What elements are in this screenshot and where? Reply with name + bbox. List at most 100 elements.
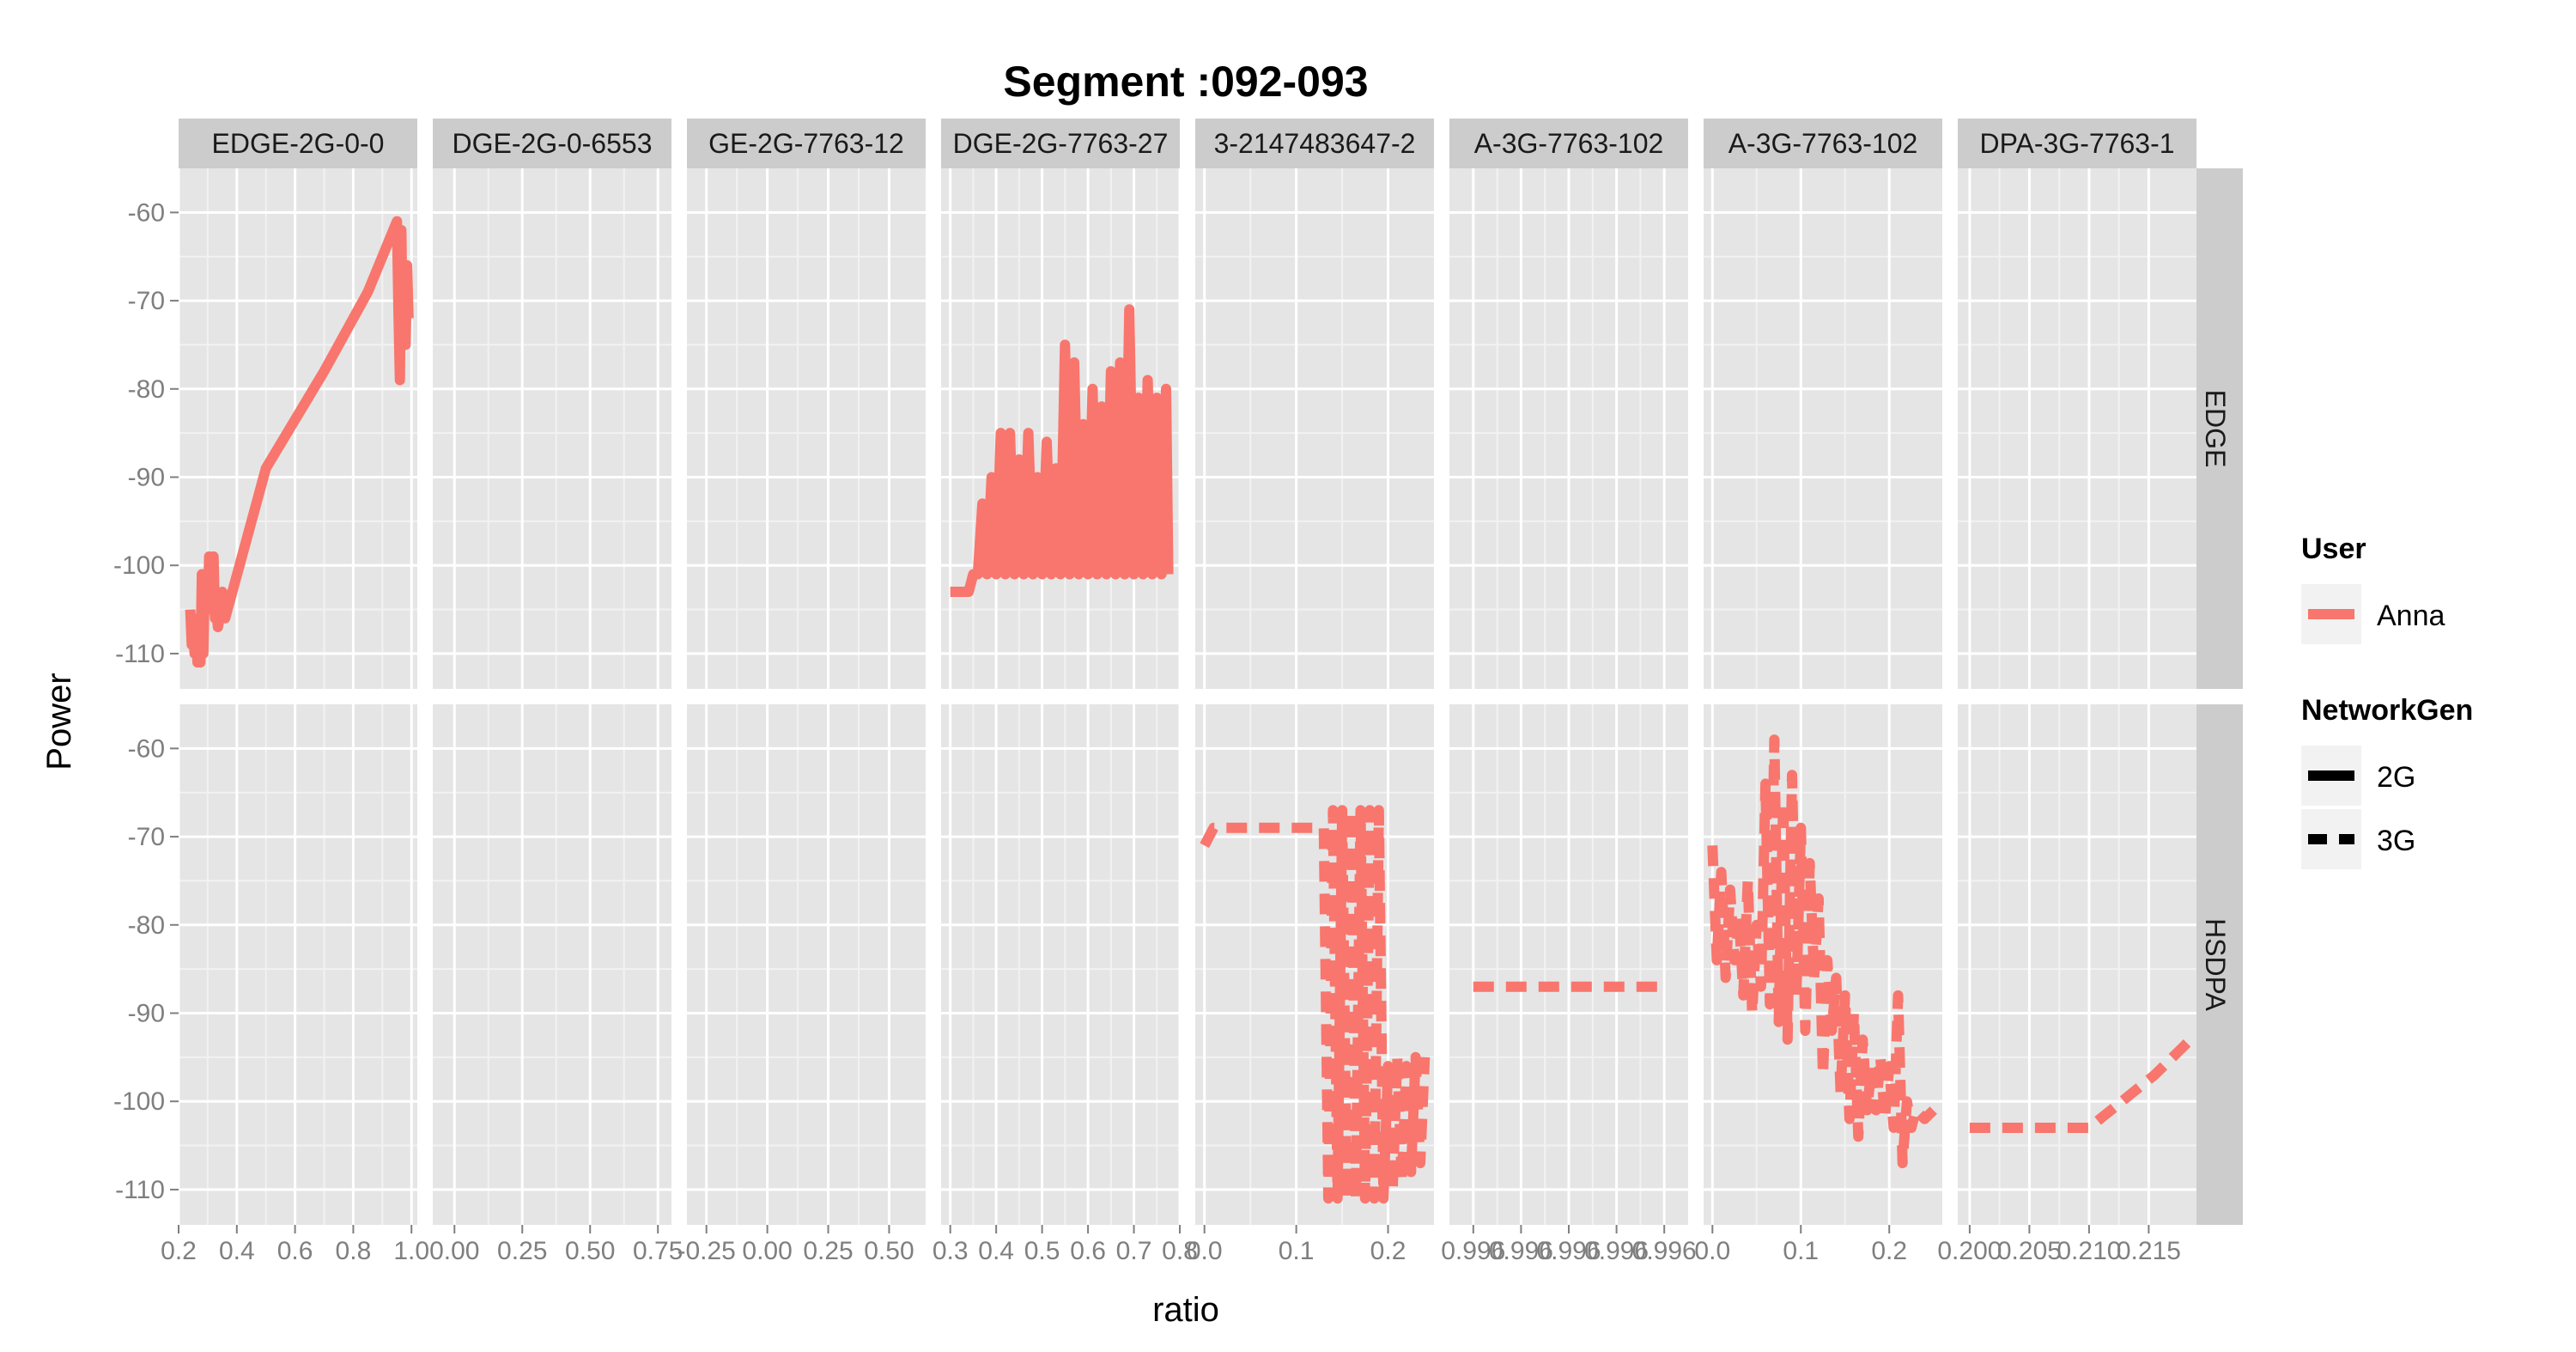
- panel: [1195, 168, 1434, 689]
- x-tick-label: 0.996: [1441, 1237, 1505, 1265]
- y-tick-label: -80: [128, 375, 165, 404]
- row-strip-bg: [2188, 704, 2243, 1225]
- panel: [1958, 704, 2196, 1225]
- panel-bg: [687, 704, 926, 1225]
- col-strip-label: DGE-2G-0-6553: [453, 128, 653, 159]
- x-tick-label: 0.7: [1116, 1237, 1152, 1265]
- panel: [687, 168, 926, 689]
- legend-label-3g: 3G: [2377, 825, 2415, 857]
- x-tick-label: 0.2: [1871, 1237, 1907, 1265]
- col-strip-label: DPA-3G-7763-1: [1979, 128, 2174, 159]
- x-tick-label: 0.6: [277, 1237, 313, 1265]
- x-tick-label: 0.0: [1187, 1237, 1223, 1265]
- col-strip-label: DGE-2G-7763-27: [953, 128, 1169, 159]
- x-tick-label: 0.50: [565, 1237, 615, 1265]
- legend-label-anna: Anna: [2377, 600, 2445, 632]
- y-tick-label: -80: [128, 911, 165, 940]
- x-tick-label: 0.25: [497, 1237, 547, 1265]
- panel: [1449, 704, 1688, 1225]
- x-tick-label: 0.996: [1632, 1237, 1697, 1265]
- x-tick-label: -0.25: [677, 1237, 735, 1265]
- panel-bg: [1958, 704, 2196, 1225]
- x-tick-label: 0.8: [1162, 1237, 1198, 1265]
- panel: [177, 704, 417, 1225]
- col-strip-label: A-3G-7763-102: [1728, 128, 1918, 159]
- panel-bg: [687, 168, 926, 689]
- x-tick-label: 0.25: [803, 1237, 853, 1265]
- col-strip-bg: [941, 119, 1180, 168]
- col-strip-bg: [1449, 119, 1688, 168]
- panel-bg: [1704, 168, 1942, 689]
- x-tick-label: 0.996: [1489, 1237, 1553, 1265]
- y-tick-label: -60: [128, 734, 165, 763]
- x-tick-label: 0.00: [429, 1237, 479, 1265]
- series-line-anna-3g: [1969, 1036, 2195, 1133]
- col-strip-label: EDGE-2G-0-0: [212, 128, 385, 159]
- chart-title: Segment :092-093: [1003, 58, 1368, 106]
- y-tick-label: -70: [128, 823, 165, 851]
- col-strip-label: 3-2147483647-2: [1214, 128, 1416, 159]
- row-strip-label: HSDPA: [2200, 918, 2231, 1012]
- panel-grid: EDGE-2G-0-0 DGE-2G-0-6553 GE-2G-7763-12 DGE…: [113, 119, 2243, 1265]
- y-tick-label: -100: [113, 551, 165, 580]
- panel: [1449, 168, 1688, 689]
- legend-network-title: NetworkGen: [2301, 694, 2473, 727]
- col-strip-label: GE-2G-7763-12: [708, 128, 904, 159]
- panel-bg: [1958, 168, 2196, 689]
- col-strip-bg: [1704, 119, 1942, 168]
- x-tick-label: 0.75: [633, 1237, 683, 1265]
- x-tick-label: 0.4: [978, 1237, 1014, 1265]
- x-tick-label: 0.205: [1997, 1237, 2062, 1265]
- x-tick-label: 0.8: [336, 1237, 372, 1265]
- panel: [433, 168, 671, 689]
- y-tick-label: -70: [128, 287, 165, 315]
- col-strip-bg: [1958, 119, 2196, 168]
- panel-bg: [433, 168, 671, 689]
- y-axis-title: Power: [40, 673, 78, 770]
- x-tick-label: 0.5: [1024, 1237, 1060, 1265]
- x-tick-label: 0.0: [1694, 1237, 1730, 1265]
- x-tick-label: 0.2: [161, 1237, 197, 1265]
- x-tick-label: 0.4: [219, 1237, 255, 1265]
- x-tick-label: 0.1: [1783, 1237, 1819, 1265]
- panel: [687, 704, 926, 1225]
- x-tick-label: 0.2: [1370, 1237, 1406, 1265]
- x-tick-label: 0.6: [1070, 1237, 1106, 1265]
- x-tick-label: 0.1: [1279, 1237, 1315, 1265]
- x-tick-label: 0.996: [1536, 1237, 1601, 1265]
- y-tick-label: -100: [113, 1087, 165, 1116]
- x-tick-label: 0.3: [933, 1237, 969, 1265]
- panel: [941, 704, 1182, 1225]
- panel-bg: [433, 704, 671, 1225]
- y-tick-label: -110: [115, 1176, 165, 1204]
- panel: [433, 704, 671, 1225]
- x-axis-title: ratio: [1152, 1291, 1219, 1329]
- y-tick-label: -110: [115, 640, 165, 668]
- panel-bg: [941, 704, 1180, 1225]
- series-line-anna-3g: [1707, 734, 1937, 1169]
- series-line-anna-2g: [185, 216, 414, 668]
- col-strip-bg: [433, 119, 671, 168]
- panel-bg: [179, 704, 417, 1225]
- row-strip-label: EDGE: [2200, 390, 2231, 468]
- x-tick-label: 0.210: [2057, 1237, 2121, 1265]
- panel: [1958, 168, 2196, 689]
- x-tick-label: 0.215: [2117, 1237, 2181, 1265]
- series-line-anna-3g: [1200, 805, 1431, 1204]
- col-strip-bg: [687, 119, 926, 168]
- row-strip-bg: [2188, 168, 2243, 689]
- series-line-anna-2g: [950, 304, 1174, 597]
- y-tick-label: -90: [128, 463, 165, 491]
- legend-label-2g: 2G: [2377, 761, 2415, 794]
- legend-user-title: User: [2301, 533, 2366, 565]
- x-tick-label: 0.00: [742, 1237, 792, 1265]
- col-strip-bg: [179, 119, 417, 168]
- x-tick-label: 0.200: [1937, 1237, 2002, 1265]
- col-strip-label: A-3G-7763-102: [1474, 128, 1664, 159]
- col-strip-bg: [1195, 119, 1434, 168]
- x-tick-label: 0.996: [1584, 1237, 1649, 1265]
- x-tick-label: 1.0: [393, 1237, 429, 1265]
- panel-bg: [1195, 168, 1434, 689]
- x-tick-label: 0.50: [864, 1237, 914, 1265]
